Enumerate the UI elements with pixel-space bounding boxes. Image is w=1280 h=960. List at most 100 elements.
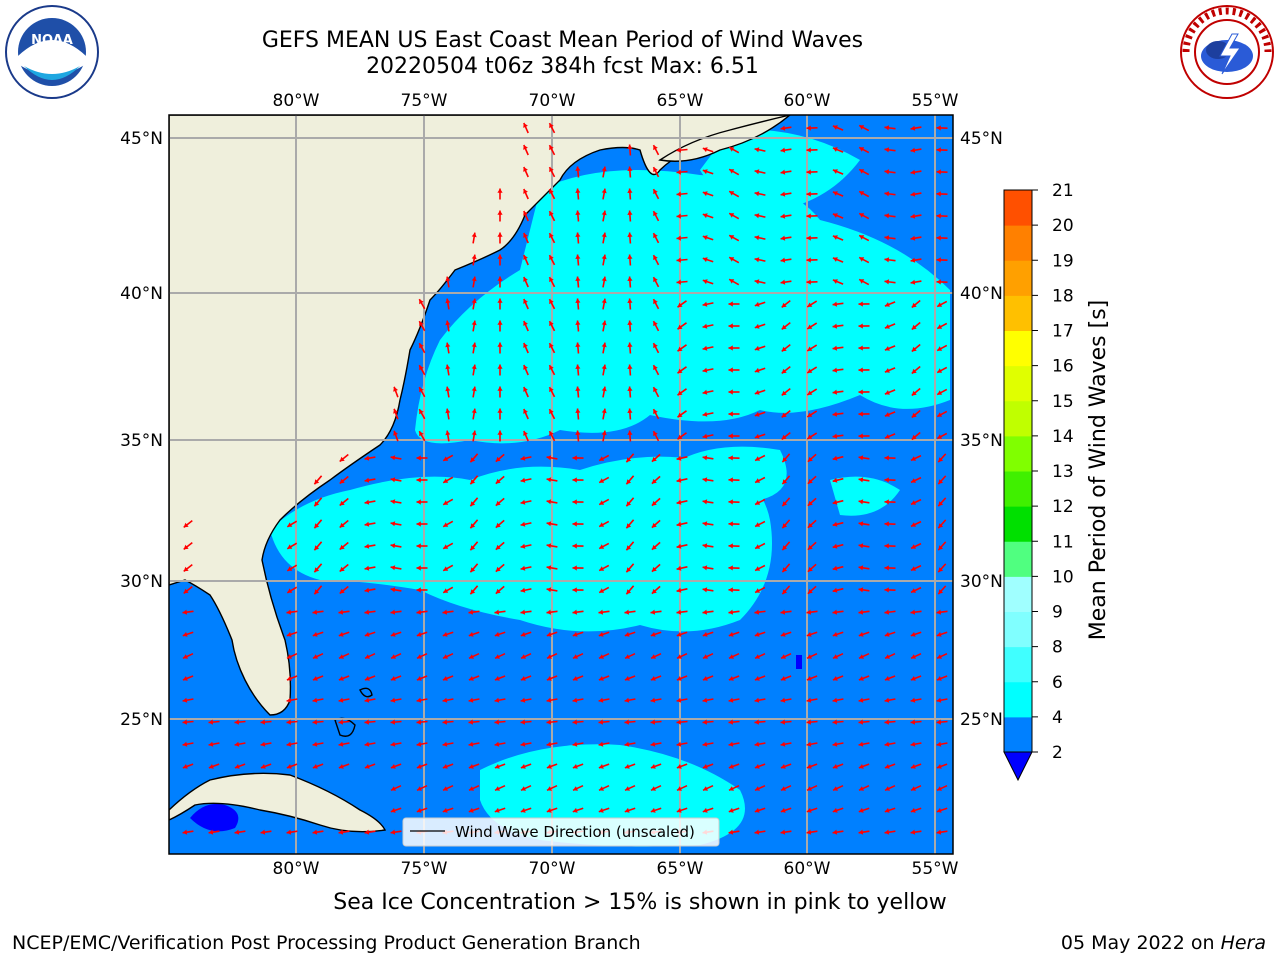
direction-arrow-head bbox=[417, 786, 422, 791]
colorbar-segment bbox=[1004, 506, 1032, 542]
direction-arrow-head bbox=[755, 478, 761, 483]
direction-arrow-head bbox=[780, 213, 786, 219]
direction-arrow-head bbox=[183, 654, 188, 659]
direction-arrow-head bbox=[443, 654, 448, 659]
direction-arrow-head bbox=[497, 276, 503, 281]
direction-arrow-head bbox=[936, 147, 941, 153]
direction-arrow-head bbox=[729, 279, 735, 284]
direction-arrow-head bbox=[572, 676, 578, 681]
wind-wave-direction-arrows bbox=[182, 122, 948, 835]
direction-arrow-head bbox=[754, 301, 760, 307]
map-area bbox=[169, 115, 953, 854]
direction-arrow-head bbox=[702, 323, 708, 329]
direction-arrow-head bbox=[260, 764, 266, 769]
direction-arrow-head bbox=[494, 741, 500, 747]
direction-arrow-head bbox=[601, 364, 607, 370]
direction-arrow-head bbox=[806, 125, 811, 131]
direction-arrow-head bbox=[858, 631, 864, 637]
direction-arrow-head bbox=[572, 455, 577, 461]
direction-arrow-head bbox=[549, 211, 554, 217]
direction-arrow-head bbox=[806, 741, 812, 747]
direction-arrow-head bbox=[443, 786, 448, 791]
direction-arrow-head bbox=[445, 276, 451, 282]
direction-arrow-head bbox=[364, 587, 370, 593]
direction-arrow-head bbox=[702, 587, 708, 593]
direction-arrow-head bbox=[650, 719, 655, 725]
direction-arrow-head bbox=[807, 324, 813, 329]
direction-arrow-head bbox=[601, 232, 607, 238]
direction-arrow-head bbox=[599, 786, 604, 791]
direction-arrow-head bbox=[702, 676, 708, 681]
direction-arrow-head bbox=[911, 324, 917, 330]
direction-arrow-head bbox=[728, 697, 734, 703]
direction-arrow-head bbox=[627, 386, 633, 391]
direction-arrow-head bbox=[702, 411, 708, 417]
direction-arrow-head bbox=[653, 299, 658, 305]
direction-arrow-head bbox=[832, 279, 838, 284]
direction-arrow-head bbox=[884, 631, 890, 637]
direction-arrow-head bbox=[390, 807, 396, 813]
colorbar-segment bbox=[1004, 400, 1032, 437]
direction-arrow-head bbox=[520, 477, 526, 483]
direction-arrow-head bbox=[390, 829, 396, 835]
svg-text:NOAA: NOAA bbox=[31, 33, 73, 48]
direction-arrow-head bbox=[806, 213, 811, 219]
direction-arrow-head bbox=[314, 567, 320, 573]
direction-arrow-head bbox=[651, 786, 656, 791]
direction-arrow-head bbox=[936, 213, 941, 219]
direction-arrow-head bbox=[729, 191, 735, 196]
direction-arrow-head bbox=[859, 786, 864, 791]
direction-arrow-head bbox=[911, 434, 917, 440]
direction-arrow-head bbox=[832, 587, 838, 593]
direction-arrow-head bbox=[471, 342, 477, 348]
direction-arrow-head bbox=[338, 631, 344, 637]
direction-arrow-head bbox=[549, 189, 554, 195]
direction-arrow-head bbox=[416, 543, 421, 549]
lon-tick-label: 60°W bbox=[784, 91, 831, 111]
direction-arrow-head bbox=[416, 719, 421, 725]
direction-arrow-head bbox=[419, 387, 424, 393]
direction-arrow-head bbox=[601, 430, 607, 436]
direction-arrow-head bbox=[936, 631, 942, 637]
direction-arrow-head bbox=[911, 544, 916, 549]
direction-arrow-head bbox=[780, 125, 786, 131]
direction-arrow-head bbox=[313, 654, 318, 659]
direction-arrow-head bbox=[728, 764, 734, 769]
direction-arrow-head bbox=[807, 544, 813, 550]
direction-arrow-head bbox=[859, 235, 865, 240]
lat-tick-label: 25°N bbox=[120, 710, 163, 730]
direction-arrow-head bbox=[416, 455, 421, 461]
direction-arrow-head bbox=[287, 654, 292, 659]
direction-arrow-head bbox=[445, 364, 451, 370]
direction-arrow-head bbox=[936, 279, 941, 285]
direction-arrow-head bbox=[572, 543, 577, 549]
direction-arrow-head bbox=[419, 343, 424, 349]
direction-arrow-head bbox=[832, 521, 838, 527]
direction-arrow-head bbox=[390, 741, 396, 747]
direction-arrow-head bbox=[546, 565, 552, 571]
lon-tick-label: 70°W bbox=[529, 91, 576, 111]
direction-arrow-head bbox=[572, 499, 577, 505]
direction-arrow-head bbox=[497, 188, 503, 193]
direction-arrow-head bbox=[546, 631, 552, 637]
direction-arrow-head bbox=[575, 232, 581, 237]
direction-arrow-head bbox=[938, 457, 944, 463]
direction-arrow-head bbox=[601, 298, 607, 304]
direction-arrow-head bbox=[885, 786, 890, 791]
direction-arrow-head bbox=[807, 434, 813, 439]
direction-arrow-head bbox=[910, 257, 916, 263]
direction-arrow-head bbox=[601, 254, 607, 260]
direction-arrow-head bbox=[416, 631, 422, 637]
direction-arrow-head bbox=[601, 210, 607, 216]
direction-arrow-head bbox=[470, 479, 476, 485]
direction-arrow-head bbox=[598, 697, 604, 703]
direction-arrow-head bbox=[416, 764, 422, 769]
direction-arrow-head bbox=[938, 545, 944, 551]
direction-arrow-head bbox=[832, 499, 838, 505]
direction-arrow-head bbox=[702, 807, 708, 813]
direction-arrow-head bbox=[521, 786, 526, 791]
direction-arrow-head bbox=[780, 257, 786, 263]
direction-arrow-head bbox=[807, 588, 813, 594]
direction-arrow-head bbox=[754, 741, 760, 747]
direction-arrow-head bbox=[807, 412, 813, 417]
